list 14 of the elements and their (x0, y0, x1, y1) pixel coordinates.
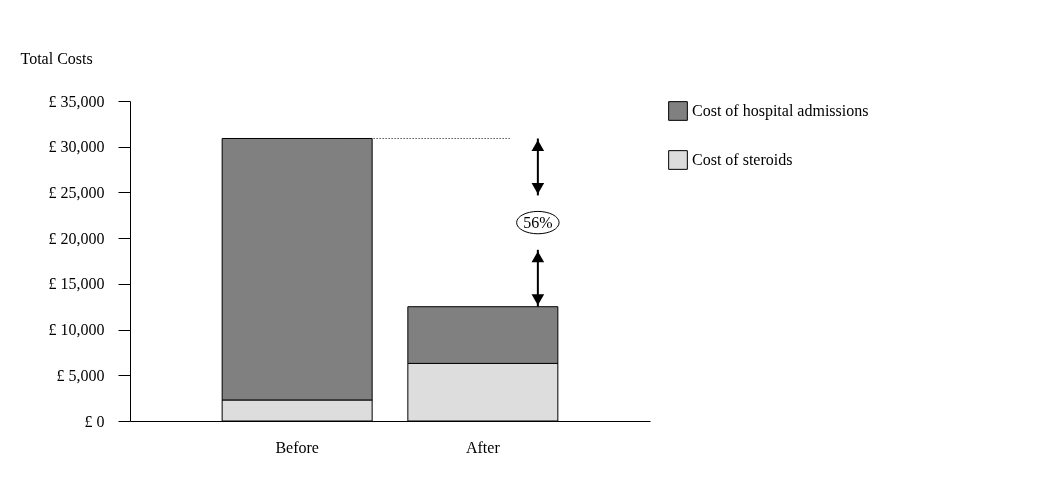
y-tick-label: £ 0 (84, 412, 105, 430)
y-tick-label: £ 35,000 (48, 92, 105, 110)
x-tick-label: Before (275, 438, 319, 456)
y-tick-label: £ 5,000 (56, 366, 105, 384)
y-tick-label: £ 25,000 (48, 183, 105, 201)
y-tick-label: £ 15,000 (48, 275, 105, 293)
x-tick-label: After (465, 438, 501, 456)
y-axis-title: Total Costs (20, 49, 93, 67)
y-tick-label: £ 20,000 (48, 229, 105, 247)
legend-label: Cost of hospital admissions (692, 102, 869, 120)
legend-label: Cost of steroids (692, 151, 793, 168)
y-tick-label: £ 10,000 (48, 321, 105, 339)
y-tick-label: £ 30,000 (48, 138, 105, 156)
annotation: 56% (523, 213, 553, 231)
